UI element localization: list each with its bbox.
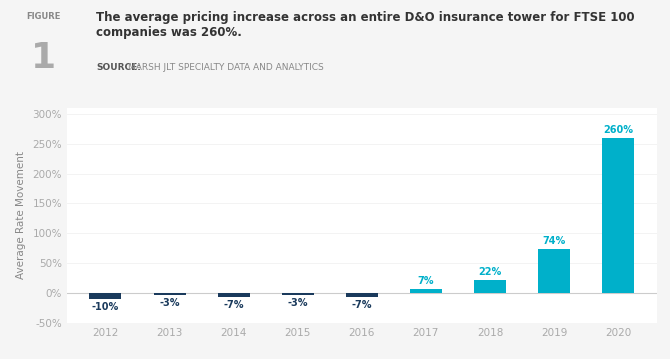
- Bar: [346, 293, 378, 297]
- Bar: [410, 289, 442, 293]
- Bar: [89, 293, 121, 299]
- Text: 74%: 74%: [543, 236, 565, 246]
- Bar: [474, 280, 506, 293]
- Bar: [538, 249, 570, 293]
- Text: MARSH JLT SPECIALTY DATA AND ANALYTICS: MARSH JLT SPECIALTY DATA AND ANALYTICS: [128, 63, 324, 72]
- Text: -10%: -10%: [92, 302, 119, 312]
- Text: 1: 1: [31, 41, 56, 75]
- Text: 260%: 260%: [603, 125, 633, 135]
- Text: -3%: -3%: [159, 298, 180, 308]
- Bar: [602, 137, 634, 293]
- Text: -3%: -3%: [287, 298, 308, 308]
- Text: FIGURE: FIGURE: [26, 11, 61, 21]
- Text: -7%: -7%: [223, 300, 244, 311]
- Text: -7%: -7%: [352, 300, 372, 311]
- Bar: [153, 293, 186, 295]
- Text: 22%: 22%: [478, 267, 502, 277]
- Text: 7%: 7%: [417, 276, 434, 286]
- Bar: [218, 293, 250, 297]
- Bar: [281, 293, 314, 295]
- Y-axis label: Average Rate Movement: Average Rate Movement: [15, 151, 25, 279]
- Text: SOURCE:: SOURCE:: [96, 63, 141, 72]
- Text: The average pricing increase across an entire D&O insurance tower for FTSE 100 c: The average pricing increase across an e…: [96, 11, 635, 39]
